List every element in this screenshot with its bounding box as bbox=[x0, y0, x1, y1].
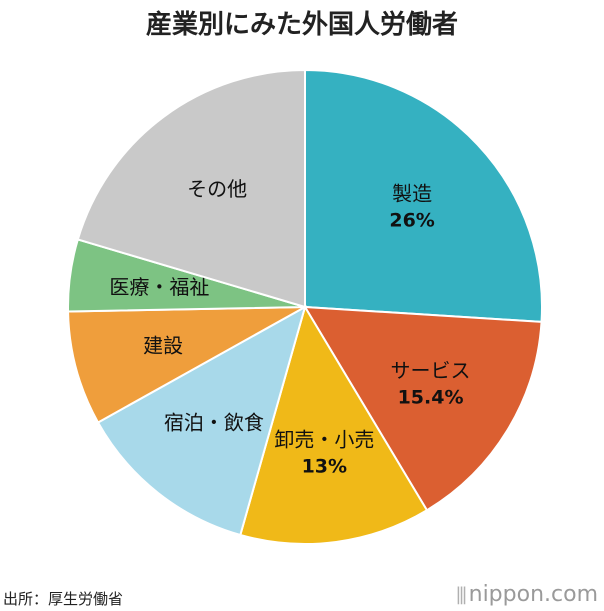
slice-label: サービス bbox=[391, 358, 471, 382]
slice-value-label: 13% bbox=[302, 456, 347, 478]
brand-mark-icon: ||| bbox=[455, 584, 467, 605]
source-note: 出所：厚生労働省 bbox=[3, 590, 124, 608]
slice-value-label: 26% bbox=[389, 209, 434, 231]
pie-slice bbox=[76, 68, 306, 309]
slice-label: 医療・福祉 bbox=[109, 275, 209, 299]
slice-label: 製造 bbox=[392, 181, 432, 205]
slice-value-label: 15.4% bbox=[398, 386, 464, 408]
slice-label: 卸売・小売 bbox=[274, 428, 374, 452]
slice-label: 建設 bbox=[143, 333, 183, 357]
brand-logo: ||| nippon.com bbox=[455, 582, 598, 607]
chart-title: 産業別にみた外国人労働者 bbox=[145, 10, 458, 40]
brand-name: nippon.com bbox=[468, 582, 598, 607]
pie-slice bbox=[239, 304, 429, 545]
pie-slice bbox=[303, 305, 543, 512]
slice-label: 宿泊・飲食 bbox=[164, 410, 264, 434]
pie-slice bbox=[67, 306, 306, 424]
pie-slice bbox=[96, 304, 307, 537]
slice-label: その他 bbox=[187, 177, 247, 201]
pie-slice bbox=[304, 68, 543, 323]
